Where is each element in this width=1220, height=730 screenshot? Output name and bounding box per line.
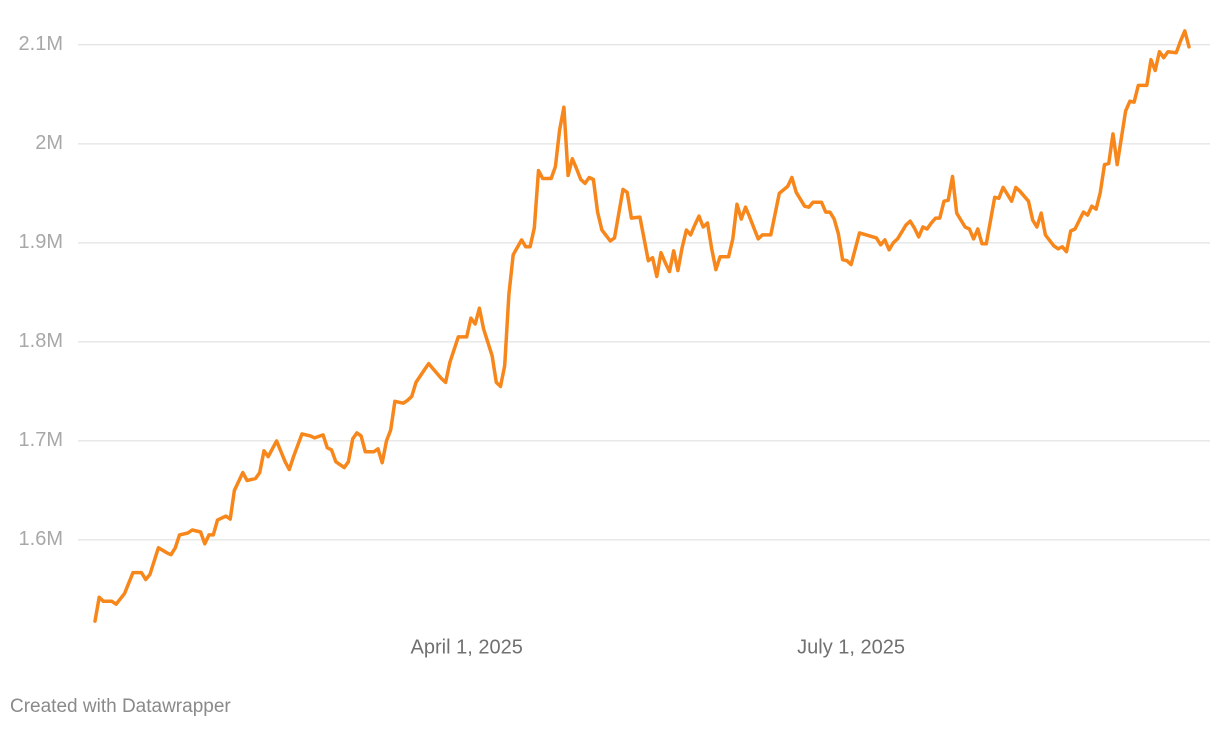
y-tick-label: 2.1M <box>19 33 63 55</box>
footer: Created with Datawrapper <box>10 696 231 717</box>
data-line <box>93 29 1191 623</box>
y-tick-label: 1.6M <box>19 528 63 550</box>
y-tick-label: 1.8M <box>19 330 63 352</box>
y-tick-label: 1.7M <box>19 429 63 451</box>
y-tick-label: 1.9M <box>19 231 63 253</box>
x-tick-label: April 1, 2025 <box>411 636 523 658</box>
y-tick-label: 2M <box>35 132 63 154</box>
x-tick-label: July 1, 2025 <box>797 636 905 658</box>
